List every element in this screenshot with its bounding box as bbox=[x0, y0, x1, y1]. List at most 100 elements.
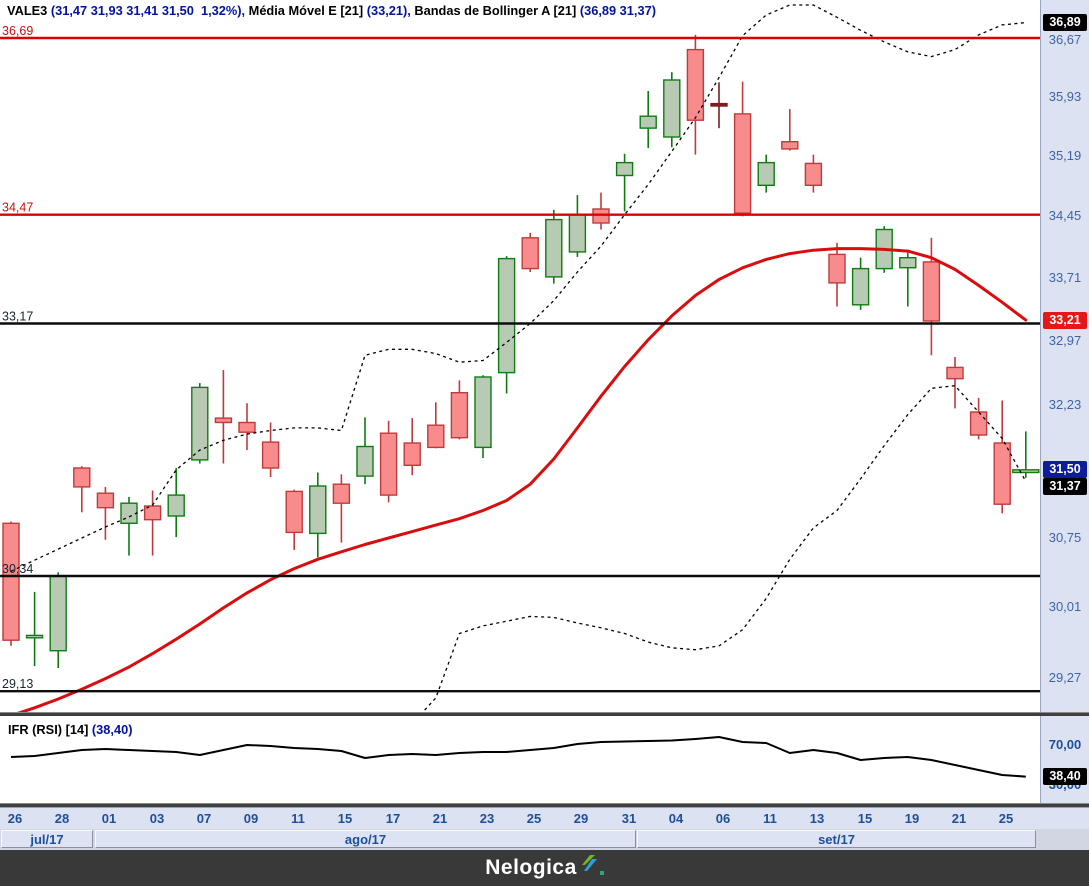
candle-28/08[interactable] bbox=[545, 209, 563, 284]
candle-19/09[interactable] bbox=[899, 252, 917, 307]
candle-02/08[interactable] bbox=[120, 496, 138, 556]
panel-divider-bottom[interactable] bbox=[0, 803, 1089, 807]
candle-14/08[interactable] bbox=[309, 472, 327, 558]
rsi-indicator-label: IFR (RSI) [14] (38,40) bbox=[8, 722, 132, 737]
price-axis-label-32,97: 32,97 bbox=[1048, 333, 1082, 348]
title-segment: VALE3 bbox=[7, 3, 51, 18]
nelogica-wordmark: Nelogica bbox=[485, 856, 577, 879]
candle-03/08[interactable] bbox=[143, 490, 162, 556]
hline-label-29,13: 29,13 bbox=[2, 677, 33, 691]
candle-06/09[interactable] bbox=[710, 82, 728, 129]
candle-01/08[interactable] bbox=[96, 486, 115, 540]
candle-17/08[interactable] bbox=[379, 420, 398, 503]
price-axis-label-36,67: 36,67 bbox=[1048, 32, 1082, 47]
chart-title: VALE3 (31,47 31,93 31,41 31,50 1,32%), M… bbox=[7, 3, 656, 18]
title-segment: (33,21), bbox=[366, 3, 415, 18]
candle-16/08[interactable] bbox=[356, 417, 374, 485]
candle-11/08[interactable] bbox=[285, 489, 303, 550]
price-axis-label-32,23: 32,23 bbox=[1048, 397, 1082, 412]
candle-04/08[interactable] bbox=[167, 468, 185, 538]
candle-26/07[interactable] bbox=[2, 521, 20, 646]
candle-22/08[interactable] bbox=[450, 380, 469, 440]
date-label-21: 21 bbox=[951, 811, 967, 826]
price-axis-label-35,93: 35,93 bbox=[1048, 89, 1082, 104]
candle-15/09[interactable] bbox=[851, 257, 870, 310]
date-label-09: 09 bbox=[243, 811, 259, 826]
rsi-name: IFR (RSI) [14] bbox=[8, 722, 92, 737]
price-axis-label-34,45: 34,45 bbox=[1048, 208, 1082, 223]
candle-25/08[interactable] bbox=[521, 232, 539, 272]
bollinger-lower-line[interactable] bbox=[11, 385, 1027, 713]
date-label-28: 28 bbox=[54, 811, 70, 826]
rsi-badge: 38,40 bbox=[1043, 768, 1087, 785]
date-label-15: 15 bbox=[857, 811, 873, 826]
candle-31/08[interactable] bbox=[615, 153, 634, 212]
title-segment: Bandas de Bollinger A [21] bbox=[414, 3, 580, 18]
price-badge-36,89: 36,89 bbox=[1043, 14, 1087, 31]
candle-07/08[interactable] bbox=[191, 383, 209, 464]
candle-05/09[interactable] bbox=[686, 34, 705, 155]
date-label-13: 13 bbox=[809, 811, 825, 826]
candle-22/09[interactable] bbox=[969, 397, 988, 440]
candle-13/09[interactable] bbox=[804, 154, 823, 193]
rsi-axis-label-70,00: 70,00 bbox=[1048, 737, 1082, 752]
price-axis[interactable]: 36,67 35,93 35,19 34,45 33,71 32,97 32,23 30,75… bbox=[1040, 0, 1089, 713]
price-badge-31,50: 31,50 bbox=[1043, 461, 1087, 478]
candle-09/08[interactable] bbox=[238, 403, 256, 451]
date-label-23: 23 bbox=[479, 811, 495, 826]
moving-average-line[interactable] bbox=[11, 247, 1028, 713]
price-axis-label-30,01: 30,01 bbox=[1048, 599, 1082, 614]
candle-26/09[interactable] bbox=[1012, 431, 1040, 478]
candle-24/08[interactable] bbox=[497, 256, 516, 394]
date-label-11: 11 bbox=[291, 811, 305, 826]
candle-10/08[interactable] bbox=[261, 422, 280, 478]
candle-31/07[interactable] bbox=[73, 466, 91, 513]
candle-14/09[interactable] bbox=[828, 242, 846, 307]
candle-30/08[interactable] bbox=[592, 192, 610, 230]
date-label-06: 06 bbox=[715, 811, 731, 826]
date-label-26: 26 bbox=[7, 811, 23, 826]
candle-21/09[interactable] bbox=[946, 357, 964, 409]
month-band: jul/17 ago/17 set/17 bbox=[0, 829, 1089, 850]
price-axis-label-29,27: 29,27 bbox=[1048, 670, 1082, 685]
candle-21/08[interactable] bbox=[427, 402, 445, 449]
date-label-11: 11 bbox=[763, 811, 777, 826]
date-label-21: 21 bbox=[432, 811, 448, 826]
date-label-31: 31 bbox=[621, 811, 637, 826]
title-segment: (36,89 31,37) bbox=[579, 3, 656, 18]
candle-15/08[interactable] bbox=[332, 474, 351, 543]
candle-25/09[interactable] bbox=[993, 400, 1011, 514]
price-axis-label-30,75: 30,75 bbox=[1048, 530, 1082, 545]
candle-27/07[interactable] bbox=[25, 591, 44, 667]
date-label-19: 19 bbox=[904, 811, 920, 826]
date-label-03: 03 bbox=[149, 811, 165, 826]
candle-08/09[interactable] bbox=[733, 81, 752, 217]
candle-11/09[interactable] bbox=[757, 154, 775, 193]
time-axis[interactable]: 26 28 01 03 07 09 11 15 17 21 23 25 29 31 04 06 11 13 15 19… bbox=[0, 807, 1089, 829]
nelogica-logo: Nelogica bbox=[0, 850, 1089, 886]
candle-01/09[interactable] bbox=[639, 91, 657, 149]
panel-divider[interactable] bbox=[0, 712, 1089, 716]
rsi-value: (38,40) bbox=[91, 722, 133, 737]
hline-label-33,17: 33,17 bbox=[2, 310, 33, 324]
candle-08/08[interactable] bbox=[214, 370, 233, 464]
candle-28/07[interactable] bbox=[49, 572, 67, 668]
date-label-25: 25 bbox=[526, 811, 542, 826]
candle-29/08[interactable] bbox=[568, 195, 587, 257]
candle-12/09[interactable] bbox=[781, 109, 799, 151]
price-axis-label-33,71: 33,71 bbox=[1048, 270, 1082, 285]
date-label-04: 04 bbox=[668, 811, 684, 826]
candle-18/08[interactable] bbox=[403, 418, 421, 476]
title-segment: Média Móvel E [21] bbox=[248, 3, 367, 18]
rsi-chart-area[interactable] bbox=[0, 716, 1040, 803]
rsi-line[interactable] bbox=[10, 736, 1026, 778]
date-label-07: 07 bbox=[196, 811, 212, 826]
hline-label-36,69: 36,69 bbox=[2, 24, 33, 38]
price-chart-area[interactable]: 36,69 34,47 33,17 30,34 29,13 bbox=[0, 0, 1040, 713]
candle-23/08[interactable] bbox=[474, 375, 492, 459]
month-box-ago/17: ago/17 bbox=[95, 830, 636, 848]
candle-04/09[interactable] bbox=[663, 72, 681, 148]
date-label-25: 25 bbox=[998, 811, 1014, 826]
bollinger-upper-line[interactable] bbox=[10, 4, 1026, 572]
